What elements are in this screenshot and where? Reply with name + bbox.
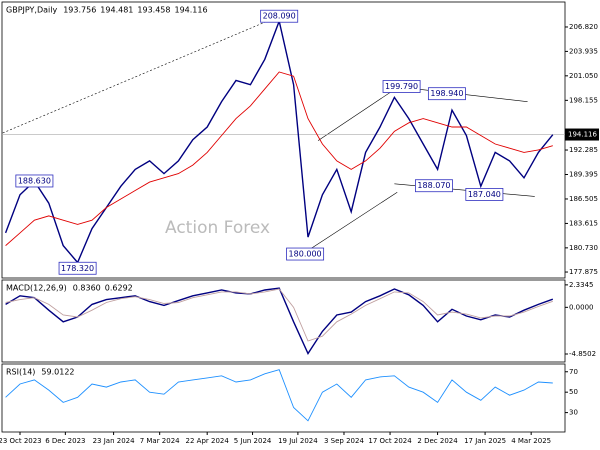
- panel-reading: 193.756: [63, 6, 96, 15]
- y-tick-label: 186.505: [569, 195, 598, 203]
- price-label-box: [260, 9, 299, 23]
- x-tick-label: 5 Jun 2024: [234, 437, 272, 445]
- panel-reading: 59.0122: [41, 368, 74, 377]
- price-label-box: [415, 179, 453, 193]
- panel-frame: [1, 279, 566, 363]
- x-tick-label: 7 Mar 2024: [140, 437, 180, 445]
- price-label-box: [286, 247, 325, 261]
- last-price-label: 194.116: [568, 131, 597, 139]
- panel-reading: 193.458: [137, 6, 170, 15]
- series-line: [5, 288, 553, 342]
- y-tick-label: 192.285: [569, 146, 598, 154]
- panel-title: MACD(12,26,9): [6, 284, 67, 293]
- panel-reading: 194.116: [174, 6, 207, 15]
- price-label: 188.630: [18, 176, 51, 185]
- x-tick-label: 22 Apr 2024: [186, 437, 230, 445]
- y-tick-label: 0.0000: [569, 303, 594, 311]
- y-tick-label: 206.820: [569, 23, 598, 31]
- y-tick-label: 183.615: [569, 219, 598, 227]
- panel-title: RSI(14): [6, 368, 35, 377]
- x-tick-label: 4 Mar 2025: [511, 437, 551, 445]
- x-tick-label: 6 Dec 2023: [45, 437, 85, 445]
- price-label: 199.790: [385, 82, 418, 91]
- price-label-box: [15, 174, 54, 188]
- x-tick-label: 23 Jan 2024: [93, 437, 136, 445]
- price-label: 180.000: [289, 250, 322, 259]
- price-label: 208.090: [263, 12, 296, 21]
- panel-reading: 0.6292: [105, 284, 133, 293]
- panel-frame: [1, 1, 566, 279]
- y-tick-label: 177.875: [569, 268, 598, 276]
- series-line: [5, 71, 553, 246]
- y-tick-label: 2.3345: [569, 281, 594, 289]
- y-tick-label: 70: [569, 368, 578, 376]
- x-tick-label: 17 Oct 2024: [368, 437, 412, 445]
- panel-reading: 0.8360: [73, 284, 101, 293]
- y-tick-label: 198.155: [569, 96, 598, 104]
- series-line: [4, 18, 554, 264]
- panel-reading: 194.481: [100, 6, 133, 15]
- y-tick-label: 30: [569, 409, 578, 417]
- price-label-box: [58, 261, 97, 275]
- x-tick-label: 23 Oct 2023: [0, 437, 42, 445]
- price-label: 188.070: [417, 181, 450, 190]
- panel-title: GBPJPY,Daily: [6, 6, 57, 15]
- series-line: [5, 287, 554, 355]
- y-tick-label: 201.050: [569, 72, 598, 80]
- trendline: [2, 15, 280, 134]
- x-tick-label: 3 Sep 2024: [324, 437, 364, 445]
- y-tick-label: 50: [569, 388, 578, 396]
- y-tick-label: 189.395: [569, 171, 598, 179]
- x-tick-label: 2 Dec 2024: [417, 437, 458, 445]
- y-tick-label: -4.8502: [569, 350, 596, 358]
- trendline: [304, 191, 398, 253]
- price-label-box: [427, 87, 466, 101]
- x-tick-label: 19 Jul 2024: [278, 437, 318, 445]
- price-label-box: [465, 188, 504, 201]
- series-line: [5, 369, 553, 422]
- last-price-box: [565, 128, 599, 141]
- price-label: 187.040: [468, 190, 501, 199]
- panel-frame: [1, 363, 566, 433]
- y-tick-label: 203.935: [569, 47, 598, 55]
- x-tick-label: 17 Jan 2025: [464, 437, 506, 445]
- price-label: 198.940: [430, 89, 463, 98]
- price-label: 178.320: [61, 264, 94, 273]
- watermark: Action Forex: [165, 218, 270, 238]
- y-tick-label: 180.730: [569, 244, 598, 252]
- price-label-box: [382, 80, 421, 93]
